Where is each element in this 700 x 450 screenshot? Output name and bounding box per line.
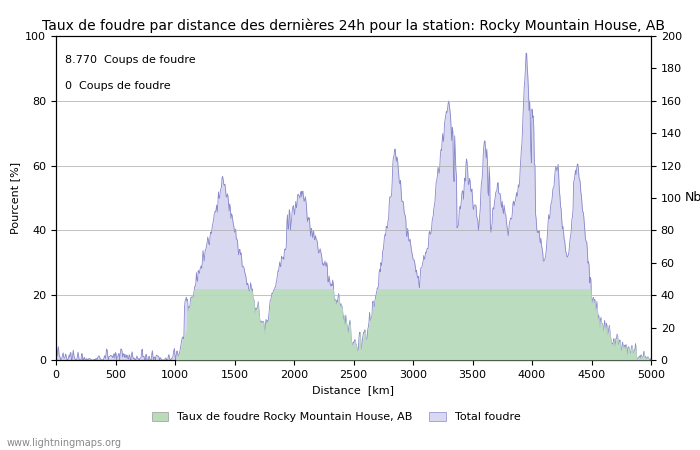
- Text: www.lightningmaps.org: www.lightningmaps.org: [7, 438, 122, 448]
- Legend: Taux de foudre Rocky Mountain House, AB, Total foudre: Taux de foudre Rocky Mountain House, AB,…: [147, 407, 525, 427]
- Title: Taux de foudre par distance des dernières 24h pour la station: Rocky Mountain Ho: Taux de foudre par distance des dernière…: [42, 19, 665, 33]
- Y-axis label: Nb: Nb: [685, 192, 700, 204]
- Text: 0  Coups de foudre: 0 Coups de foudre: [65, 81, 171, 91]
- Y-axis label: Pourcent [%]: Pourcent [%]: [10, 162, 20, 234]
- X-axis label: Distance  [km]: Distance [km]: [312, 385, 395, 395]
- Text: 8.770  Coups de foudre: 8.770 Coups de foudre: [65, 55, 195, 65]
